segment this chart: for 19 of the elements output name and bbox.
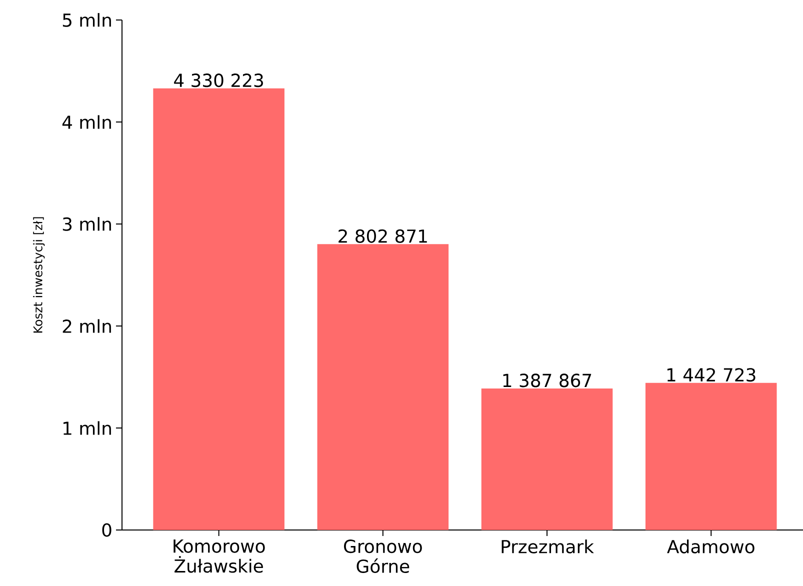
y-tick-label: 5 mln [62, 13, 111, 27]
annotation: 4 330 223 [174, 74, 263, 88]
y-tick-label: 1 mln [64, 421, 111, 435]
annotation: 2 802 871 [338, 229, 427, 243]
y-tick-label: 0 [102, 523, 112, 537]
bar [317, 244, 449, 530]
x-tick-label: Adamowo [667, 540, 754, 554]
bar [153, 88, 284, 530]
x-tick-label: Komorowo Żuławskie [174, 540, 265, 573]
bar [481, 388, 613, 530]
y-tick-label: 2 mln [62, 319, 111, 333]
x-tick-label: Gronowo Górne [344, 540, 422, 574]
y-tick-label: 3 mln [62, 217, 111, 231]
y-tick-label: 4 mln [62, 115, 111, 129]
y-axis-title: Koszt inwestycji [zł] [33, 217, 45, 333]
annotation: 1 442 723 [667, 368, 756, 382]
x-tick-label: Przezmark [502, 540, 594, 554]
annotation: 1 387 867 [503, 374, 592, 388]
bar [645, 382, 777, 530]
